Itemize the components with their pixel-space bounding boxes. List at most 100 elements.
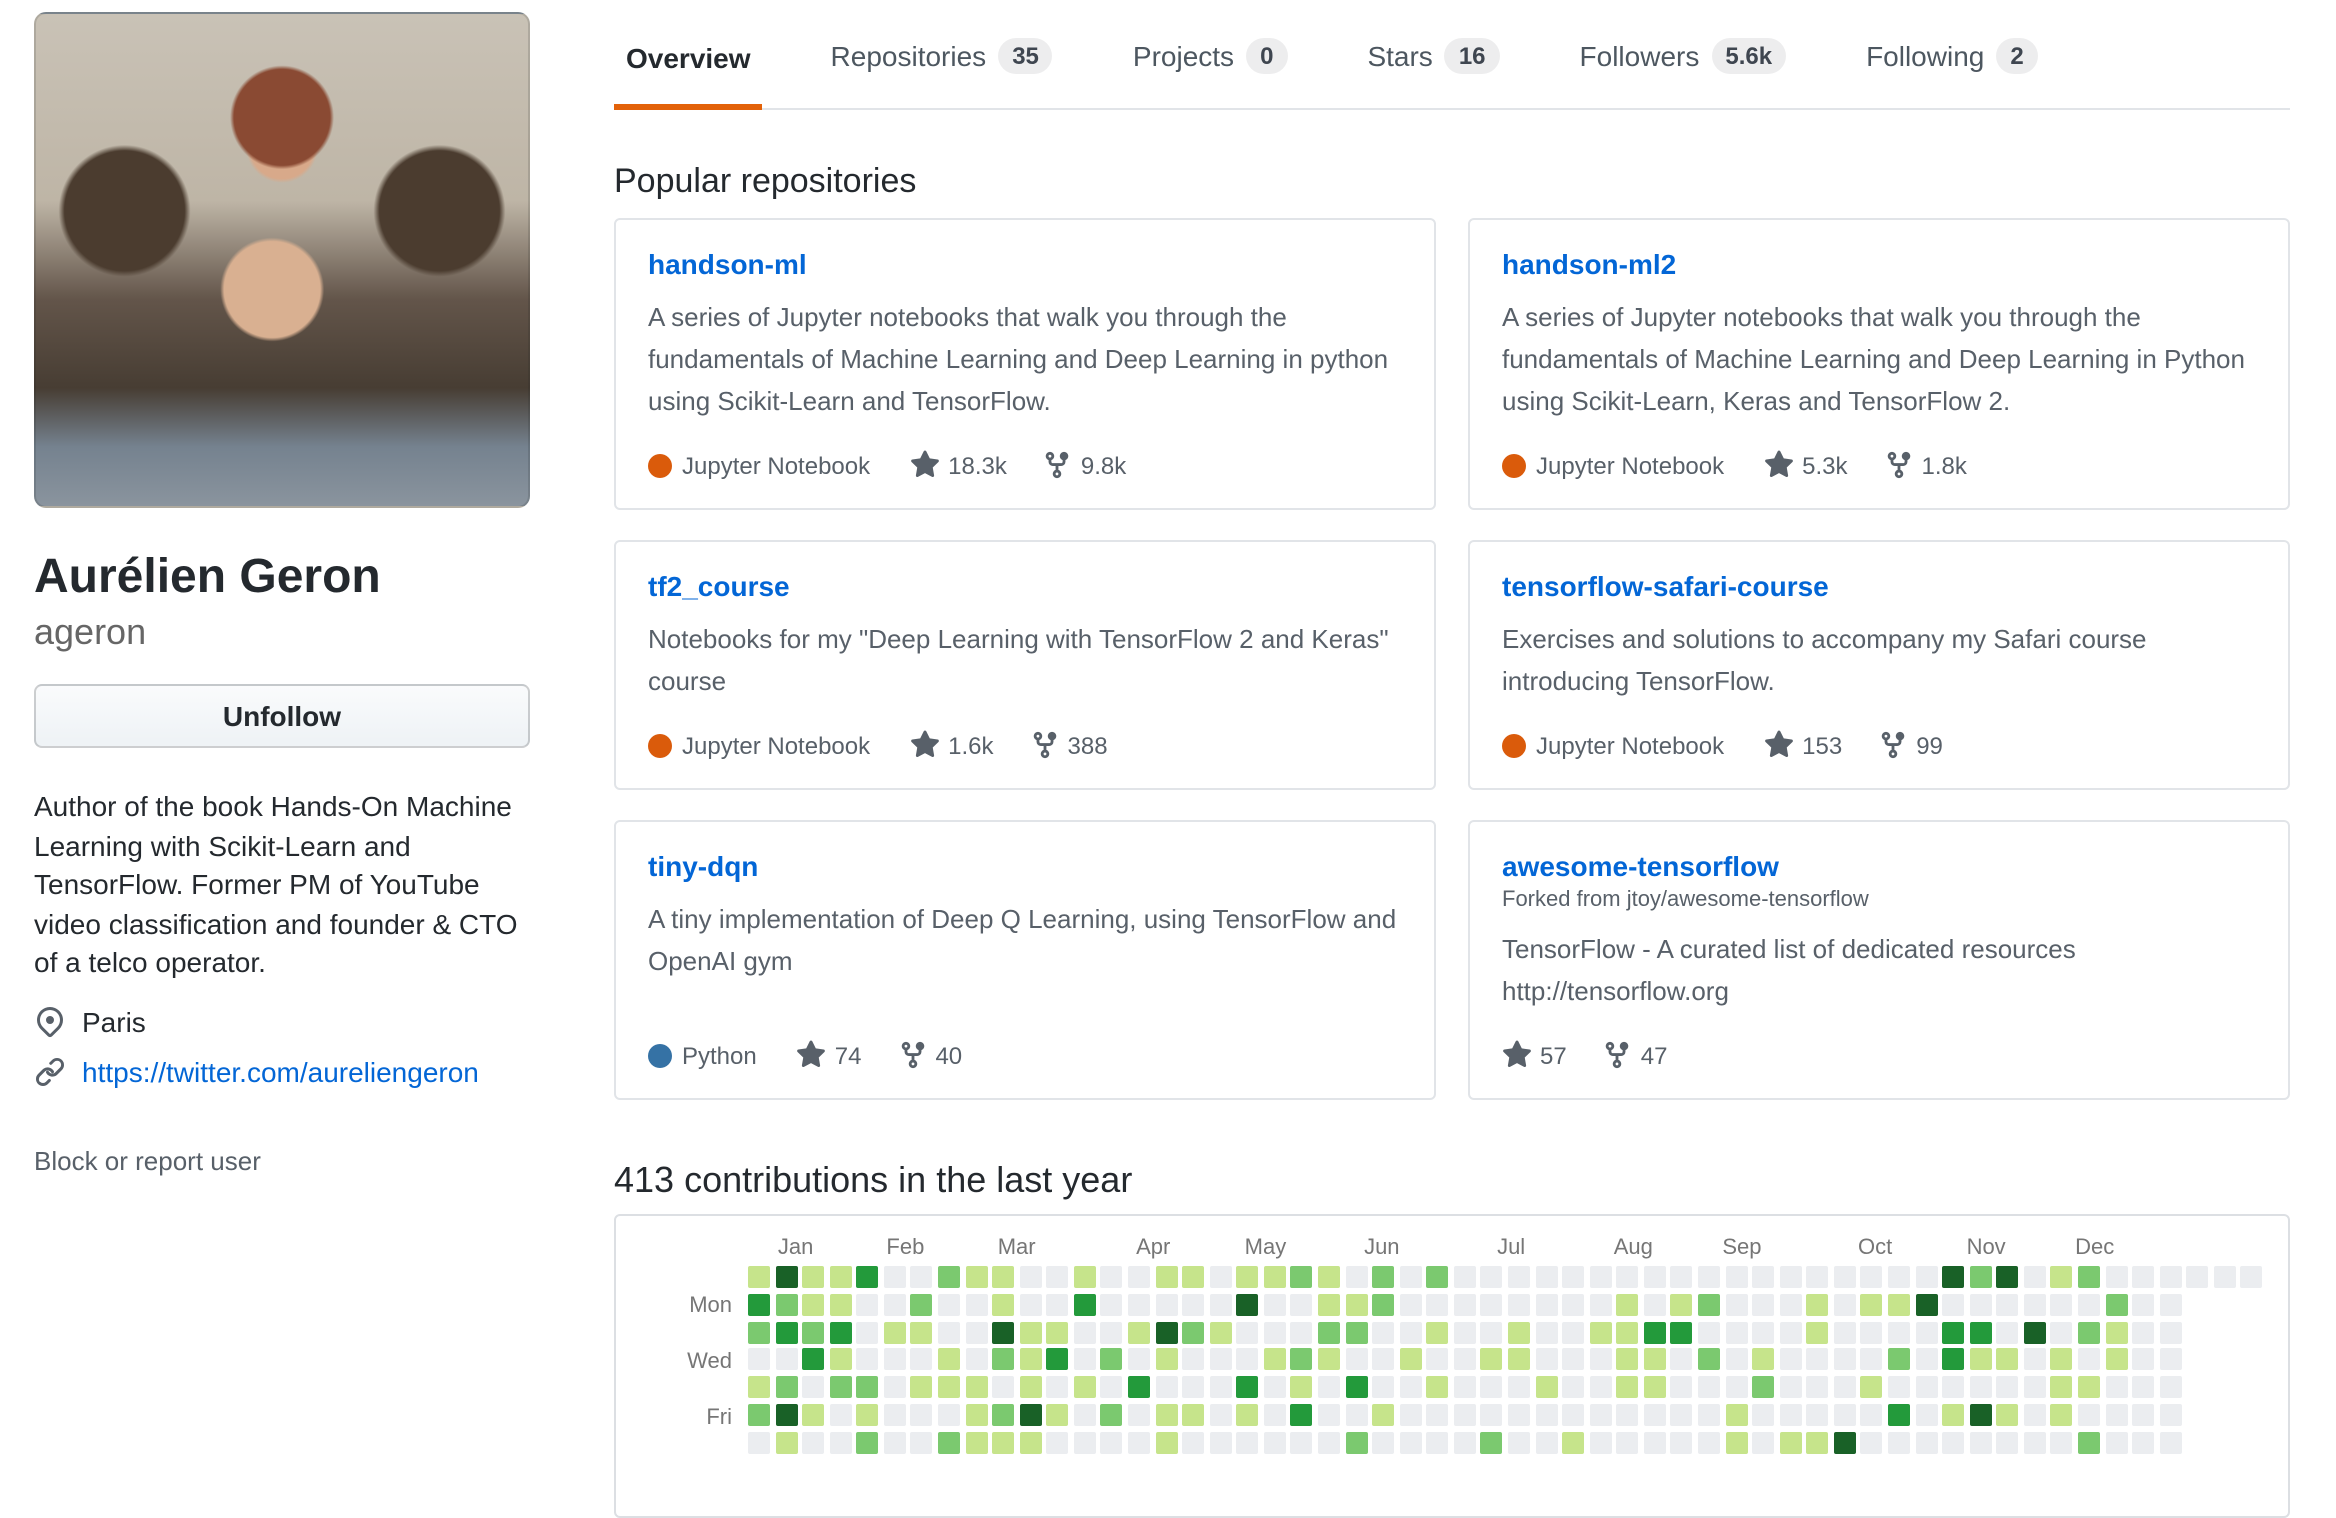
contribution-cell[interactable] (1345, 1404, 1368, 1426)
contribution-cell[interactable] (1263, 1431, 1286, 1454)
contribution-cell[interactable] (1209, 1404, 1232, 1426)
contribution-cell[interactable] (2050, 1321, 2073, 1344)
contribution-cell[interactable] (1915, 1266, 1937, 1288)
contribution-cell[interactable] (1399, 1376, 1422, 1399)
contribution-cell[interactable] (1317, 1376, 1340, 1399)
contribution-cell[interactable] (1182, 1431, 1205, 1454)
contribution-cell[interactable] (2159, 1404, 2182, 1426)
contribution-cell[interactable] (1236, 1266, 1259, 1288)
contribution-cell[interactable] (2050, 1348, 2073, 1371)
contribution-cell[interactable] (1725, 1266, 1748, 1288)
contribution-cell[interactable] (1616, 1348, 1639, 1371)
contribution-cell[interactable] (1100, 1431, 1123, 1454)
contribution-cell[interactable] (748, 1321, 770, 1344)
tab-stars[interactable]: Stars 16 (1355, 38, 1511, 110)
contribution-cell[interactable] (965, 1266, 988, 1288)
contribution-cell[interactable] (1779, 1293, 1802, 1316)
contribution-cell[interactable] (992, 1348, 1015, 1371)
contribution-cell[interactable] (1942, 1431, 1965, 1454)
contribution-cell[interactable] (1915, 1431, 1937, 1454)
tab-repositories[interactable]: Repositories 35 (819, 38, 1065, 110)
contribution-cell[interactable] (1290, 1431, 1313, 1454)
contribution-cell[interactable] (1182, 1293, 1205, 1316)
contribution-cell[interactable] (1535, 1431, 1558, 1454)
contribution-cell[interactable] (748, 1348, 770, 1371)
contribution-cell[interactable] (1562, 1321, 1585, 1344)
contribution-cell[interactable] (2132, 1431, 2155, 1454)
contribution-cell[interactable] (1562, 1293, 1585, 1316)
contribution-cell[interactable] (775, 1321, 798, 1344)
contribution-cell[interactable] (1670, 1376, 1693, 1399)
contribution-cell[interactable] (829, 1404, 852, 1426)
contribution-cell[interactable] (1670, 1293, 1693, 1316)
contribution-cell[interactable] (1317, 1431, 1340, 1454)
contribution-cell[interactable] (1969, 1376, 1992, 1399)
contribution-cell[interactable] (1589, 1266, 1612, 1288)
contribution-cell[interactable] (1236, 1376, 1259, 1399)
contribution-cell[interactable] (1969, 1293, 1992, 1316)
contribution-cell[interactable] (1779, 1321, 1802, 1344)
contribution-cell[interactable] (2105, 1431, 2127, 1454)
website-link[interactable]: https://twitter.com/aureliengeron (82, 1055, 479, 1087)
contribution-cell[interactable] (1263, 1404, 1286, 1426)
contribution-cell[interactable] (1127, 1348, 1150, 1371)
contribution-cell[interactable] (1806, 1376, 1829, 1399)
contribution-cell[interactable] (2240, 1266, 2263, 1288)
contribution-cell[interactable] (2159, 1321, 2182, 1344)
contribution-cell[interactable] (829, 1293, 852, 1316)
contribution-cell[interactable] (1643, 1376, 1666, 1399)
contribution-cell[interactable] (1860, 1404, 1883, 1426)
contribution-cell[interactable] (775, 1376, 798, 1399)
contribution-cell[interactable] (1263, 1293, 1286, 1316)
contribution-cell[interactable] (1535, 1321, 1558, 1344)
contribution-cell[interactable] (2105, 1348, 2127, 1371)
contribution-cell[interactable] (1209, 1266, 1232, 1288)
contribution-cell[interactable] (1969, 1266, 1992, 1288)
contribution-cell[interactable] (1073, 1266, 1096, 1288)
contribution-cell[interactable] (2023, 1376, 2046, 1399)
star-count[interactable]: 5.3k (1764, 450, 1848, 480)
contribution-cell[interactable] (1969, 1348, 1992, 1371)
contribution-cell[interactable] (802, 1348, 825, 1371)
contribution-cell[interactable] (1426, 1293, 1449, 1316)
contribution-cell[interactable] (1752, 1404, 1775, 1426)
contribution-cell[interactable] (1317, 1321, 1340, 1344)
contribution-cell[interactable] (802, 1376, 825, 1399)
contribution-cell[interactable] (1589, 1348, 1612, 1371)
contribution-cell[interactable] (1670, 1321, 1693, 1344)
contribution-cell[interactable] (883, 1404, 906, 1426)
contribution-cell[interactable] (965, 1431, 988, 1454)
contribution-cell[interactable] (910, 1404, 933, 1426)
contribution-cell[interactable] (937, 1376, 960, 1399)
contribution-cell[interactable] (1127, 1321, 1150, 1344)
contribution-cell[interactable] (1019, 1321, 1042, 1344)
contribution-cell[interactable] (1616, 1404, 1639, 1426)
contribution-cell[interactable] (1969, 1431, 1992, 1454)
contribution-cell[interactable] (1290, 1348, 1313, 1371)
contribution-cell[interactable] (829, 1266, 852, 1288)
contribution-cell[interactable] (965, 1293, 988, 1316)
contribution-cell[interactable] (1073, 1321, 1096, 1344)
contribution-cell[interactable] (1019, 1404, 1042, 1426)
contribution-cell[interactable] (1697, 1431, 1720, 1454)
contribution-cell[interactable] (1507, 1293, 1530, 1316)
contribution-cell[interactable] (1480, 1348, 1503, 1371)
contribution-cell[interactable] (1182, 1404, 1205, 1426)
contribution-cell[interactable] (1019, 1293, 1042, 1316)
contribution-cell[interactable] (1535, 1376, 1558, 1399)
contribution-cell[interactable] (1752, 1293, 1775, 1316)
contribution-cell[interactable] (1643, 1321, 1666, 1344)
contribution-cell[interactable] (1806, 1348, 1829, 1371)
contribution-cell[interactable] (1725, 1404, 1748, 1426)
contribution-cell[interactable] (1942, 1404, 1965, 1426)
contribution-cell[interactable] (1100, 1293, 1123, 1316)
contribution-cell[interactable] (1887, 1431, 1910, 1454)
fork-count[interactable]: 99 (1878, 730, 1943, 760)
contribution-cell[interactable] (965, 1321, 988, 1344)
contribution-cell[interactable] (1752, 1321, 1775, 1344)
contribution-cell[interactable] (1155, 1431, 1178, 1454)
contribution-cell[interactable] (1155, 1348, 1178, 1371)
avatar[interactable] (34, 12, 530, 508)
contribution-cell[interactable] (829, 1348, 852, 1371)
contribution-cell[interactable] (775, 1348, 798, 1371)
